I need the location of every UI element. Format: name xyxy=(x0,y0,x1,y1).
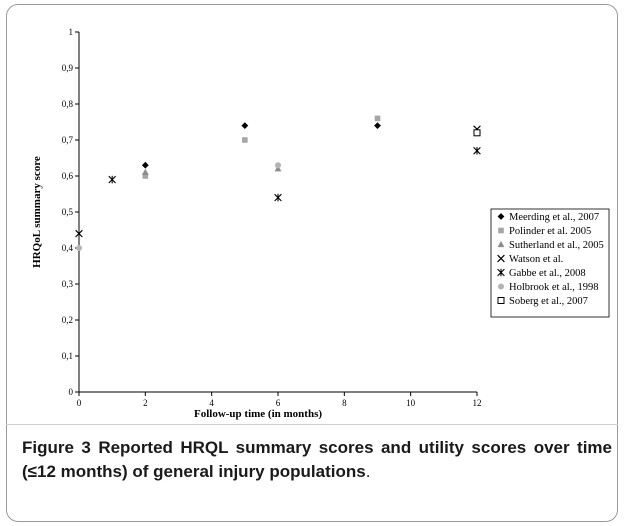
legend-label: Sutherland et al., 2005 xyxy=(509,240,604,251)
data-point xyxy=(76,245,82,251)
data-point xyxy=(274,193,282,202)
x-tick-label: 12 xyxy=(473,398,482,408)
caption-label: Figure 3 xyxy=(22,438,91,457)
caption-divider xyxy=(6,424,618,425)
legend-box xyxy=(490,208,610,318)
data-point xyxy=(108,175,116,184)
y-tick-label: 0,6 xyxy=(62,171,74,181)
legend-item: Holbrook et al., 1998 xyxy=(498,282,599,293)
data-point xyxy=(274,165,282,172)
data-point xyxy=(241,122,249,129)
data-point xyxy=(242,137,248,143)
y-axis-title: HRQoL summary score xyxy=(31,156,43,268)
legend-label: Holbrook et al., 1998 xyxy=(509,282,599,293)
legend-marker xyxy=(497,297,505,304)
legend-marker xyxy=(497,254,505,263)
y-tick-label: 0,4 xyxy=(62,243,74,253)
data-point xyxy=(374,115,381,122)
legend-label: Watson et al. xyxy=(509,254,563,265)
y-tick-label: 0,5 xyxy=(62,207,74,217)
data-point xyxy=(473,147,481,155)
legend-marker xyxy=(497,240,505,248)
figure-caption: Figure 3 Reported HRQL summary scores an… xyxy=(22,436,612,484)
y-ticks: 0 0,1 0,2 0,3 0,4 0,5 0,6 0,7 0,8 0,9 1 xyxy=(62,27,79,397)
x-tick-label: 6 xyxy=(276,398,281,408)
x-tick-label: 10 xyxy=(406,398,416,408)
x-tick-label: 4 xyxy=(209,398,214,408)
data-point xyxy=(142,173,149,179)
legend-marker xyxy=(497,268,505,277)
x-ticks: 0 2 4 6 8 10 12 xyxy=(77,392,482,408)
legend-marker xyxy=(498,227,504,234)
y-tick-label: 0,3 xyxy=(62,279,74,289)
y-tick-label: 0,8 xyxy=(62,99,74,109)
x-tick-label: 0 xyxy=(77,398,82,408)
legend-item: Sutherland et al., 2005 xyxy=(497,240,604,251)
legend-label: Meerding et al., 2007 xyxy=(509,212,599,223)
legend-label: Polinder et al. 2005 xyxy=(509,226,591,237)
y-tick-label: 0 xyxy=(69,387,74,397)
scatter-chart: 00,10,20,30,40,50,60,70,80,91 0 2 4 6 8 10 12 … xyxy=(31,27,610,420)
data-point xyxy=(141,161,149,169)
legend-item: Polinder et al. 2005 xyxy=(498,226,591,237)
data-point xyxy=(75,229,83,238)
x-tick-label: 2 xyxy=(143,398,148,408)
data-points xyxy=(75,115,481,251)
legend-item: Meerding et al., 2007 xyxy=(497,212,599,223)
legend-item: Soberg et al., 2007 xyxy=(497,296,588,307)
data-point xyxy=(275,162,281,169)
y-tick-label: 0,7 xyxy=(62,135,74,145)
y-tick-label: 0,9 xyxy=(62,63,74,73)
legend-label: Soberg et al., 2007 xyxy=(509,296,588,307)
caption-text: Reported HRQL summary scores and utility… xyxy=(22,438,613,481)
x-tick-label: 8 xyxy=(342,398,347,408)
legend-marker xyxy=(498,283,504,290)
data-point xyxy=(141,168,149,175)
y-tick-label: 0,2 xyxy=(62,315,73,325)
y-tick-label: 0,1 xyxy=(62,351,73,361)
legend-marker xyxy=(497,213,505,220)
y-tick-label: 1 xyxy=(69,27,74,37)
legend-item: Watson et al. xyxy=(497,254,563,265)
legend: Meerding et al., 2007 Polinder et al. 200… xyxy=(490,208,610,318)
data-point xyxy=(374,122,381,129)
x-axis-title: Follow-up time (in months) xyxy=(194,408,322,420)
legend-item: Gabbe et al., 2008 xyxy=(497,268,586,279)
legend-label: Gabbe et al., 2008 xyxy=(509,268,586,279)
caption-end: . xyxy=(365,462,371,481)
data-point xyxy=(473,129,481,137)
